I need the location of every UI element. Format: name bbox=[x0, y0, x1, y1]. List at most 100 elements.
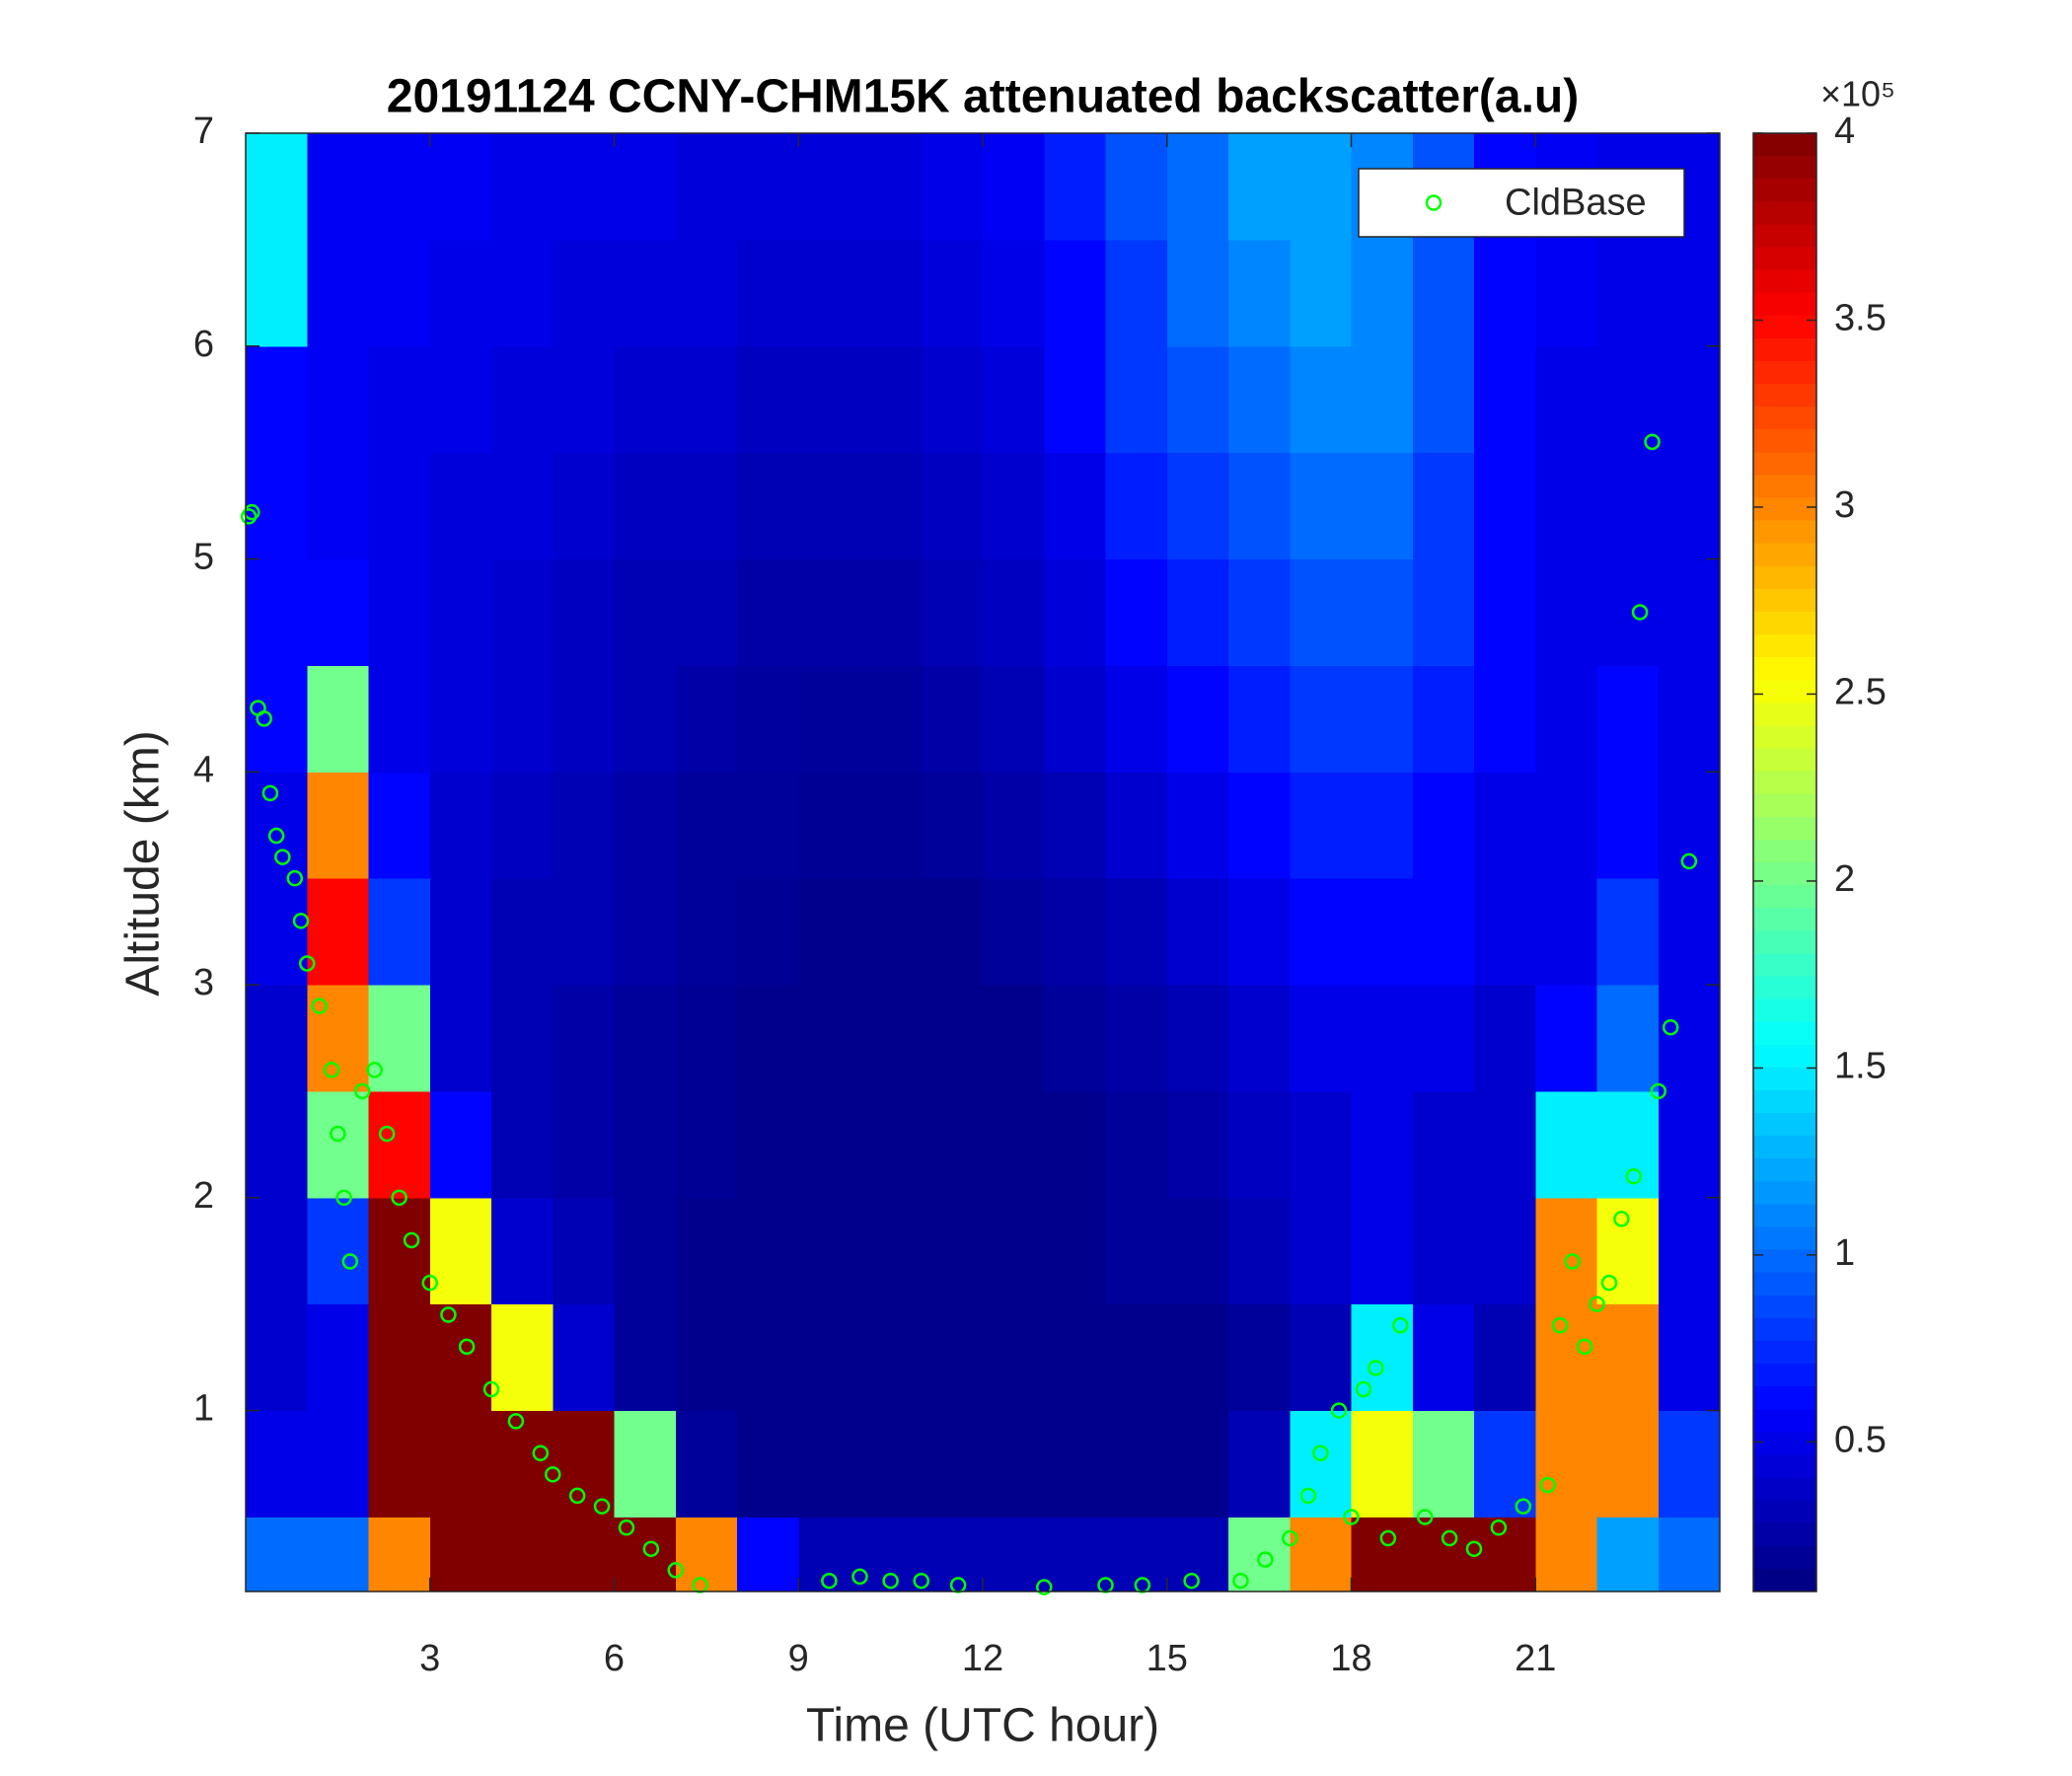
colorbar-step bbox=[1753, 1158, 1816, 1182]
x-tick-label: 6 bbox=[604, 1638, 625, 1679]
heatmap-cell bbox=[1044, 345, 1106, 454]
x-tick-label: 12 bbox=[962, 1638, 1003, 1679]
heatmap-cell bbox=[553, 985, 615, 1092]
heatmap-cell bbox=[859, 133, 923, 241]
colorbar-step bbox=[1753, 292, 1816, 317]
cloud-base-point bbox=[1625, 1168, 1643, 1185]
heatmap-cell bbox=[1044, 1197, 1106, 1305]
heatmap-cell bbox=[1105, 878, 1168, 986]
heatmap-cell bbox=[491, 665, 554, 773]
cloud-base-point bbox=[821, 1572, 838, 1590]
heatmap-cell bbox=[798, 1410, 860, 1517]
heatmap-cell bbox=[1166, 133, 1229, 241]
heatmap-cell bbox=[983, 345, 1045, 454]
heatmap-cell bbox=[1351, 665, 1414, 773]
cloud-base-point bbox=[1644, 433, 1661, 451]
heatmap-cell bbox=[1535, 452, 1597, 560]
colorbar-step bbox=[1753, 1409, 1816, 1433]
cloud-base-point bbox=[391, 1189, 407, 1207]
heatmap-cell bbox=[737, 1303, 799, 1412]
heatmap-cell bbox=[1166, 345, 1229, 454]
heatmap-cell bbox=[553, 1090, 615, 1199]
cloud-base-point bbox=[1441, 1529, 1458, 1547]
heatmap-cell bbox=[1351, 239, 1414, 347]
heatmap-cell bbox=[1658, 985, 1721, 1092]
heatmap-cell bbox=[1412, 665, 1475, 773]
heatmap-cell bbox=[1596, 665, 1660, 773]
heatmap-cell bbox=[675, 345, 738, 454]
heatmap-cell bbox=[246, 985, 308, 1092]
colorbar-step bbox=[1753, 1272, 1816, 1296]
heatmap-cell bbox=[614, 1410, 677, 1517]
cloud-base-point bbox=[1589, 1295, 1605, 1312]
heatmap-cell bbox=[1044, 1090, 1106, 1199]
colorbar-step bbox=[1753, 862, 1816, 886]
heatmap-cell bbox=[429, 1517, 492, 1592]
cloud-base-point bbox=[1650, 1082, 1666, 1100]
heatmap-cell bbox=[1166, 558, 1229, 666]
heatmap-cell bbox=[1535, 772, 1597, 879]
cloud-base-point bbox=[642, 1540, 660, 1558]
heatmap-cell bbox=[1044, 558, 1106, 666]
heatmap-cell bbox=[553, 1197, 615, 1305]
cloud-base-point bbox=[366, 1062, 383, 1078]
heatmap-cell bbox=[1658, 1303, 1721, 1412]
heatmap-cell bbox=[429, 452, 492, 560]
heatmap-cell bbox=[491, 878, 554, 986]
colorbar-tick-label: 3 bbox=[1834, 484, 1855, 526]
heatmap-cell bbox=[737, 133, 799, 241]
heatmap-cell bbox=[1474, 345, 1536, 454]
colorbar-step bbox=[1753, 908, 1816, 931]
heatmap-cell bbox=[246, 1197, 308, 1305]
heatmap-cell bbox=[983, 1303, 1045, 1412]
heatmap-cell bbox=[614, 665, 677, 773]
heatmap-cell bbox=[307, 558, 369, 666]
heatmap-cell bbox=[1290, 239, 1352, 347]
heatmap-cell bbox=[1351, 1090, 1414, 1199]
colorbar-tick-label: 2 bbox=[1834, 858, 1855, 900]
x-axis-label: Time (UTC hour) bbox=[806, 1700, 1159, 1752]
cloud-base-point bbox=[440, 1306, 457, 1323]
cloud-base-point bbox=[1368, 1360, 1384, 1376]
colorbar-step bbox=[1753, 611, 1816, 635]
heatmap-cell bbox=[1412, 1197, 1475, 1305]
heatmap-cell bbox=[1535, 345, 1597, 454]
cloud-base-point bbox=[323, 1062, 340, 1078]
heatmap-cell bbox=[1535, 1303, 1597, 1412]
heatmap-cell bbox=[859, 1517, 923, 1592]
heatmap-cell bbox=[1228, 1090, 1291, 1199]
heatmap-cell bbox=[1535, 878, 1597, 986]
heatmap-cell bbox=[1228, 878, 1291, 986]
colorbar-step bbox=[1753, 1477, 1816, 1502]
colorbar-step bbox=[1753, 247, 1816, 271]
cloud-base-point bbox=[335, 1189, 352, 1207]
heatmap-cell bbox=[1228, 1303, 1291, 1412]
heatmap-cell bbox=[737, 985, 799, 1092]
colorbar-step bbox=[1753, 793, 1816, 818]
heatmap-cell bbox=[921, 1197, 984, 1305]
colorbar-step bbox=[1753, 1089, 1816, 1114]
heatmap-cell bbox=[553, 1303, 615, 1412]
heatmap-cell bbox=[1596, 1517, 1660, 1592]
heatmap-cell bbox=[1535, 1517, 1597, 1592]
heatmap-cell bbox=[1474, 772, 1536, 879]
legend-label: CldBase bbox=[1505, 183, 1647, 224]
heatmap-cell bbox=[1474, 1197, 1536, 1305]
heatmap-cell bbox=[491, 1197, 554, 1305]
heatmap-cell bbox=[307, 878, 369, 986]
cloud-base-point bbox=[243, 503, 260, 521]
heatmap-cell bbox=[1105, 1197, 1168, 1305]
colorbar-tick-label: 0.5 bbox=[1834, 1419, 1887, 1460]
heatmap-cell bbox=[246, 1090, 308, 1199]
heatmap-cell bbox=[246, 1410, 308, 1517]
heatmap-cell bbox=[675, 1197, 738, 1305]
heatmap-cell bbox=[429, 665, 492, 773]
heatmap-cell bbox=[1596, 878, 1660, 986]
heatmap-cell bbox=[246, 665, 308, 773]
colorbar-step bbox=[1753, 337, 1816, 362]
heatmap-cell bbox=[429, 133, 492, 241]
heatmap-cell bbox=[983, 985, 1045, 1092]
heatmap-cell bbox=[246, 1517, 308, 1592]
colorbar-step bbox=[1753, 1522, 1816, 1547]
heatmap-cell bbox=[307, 239, 369, 347]
